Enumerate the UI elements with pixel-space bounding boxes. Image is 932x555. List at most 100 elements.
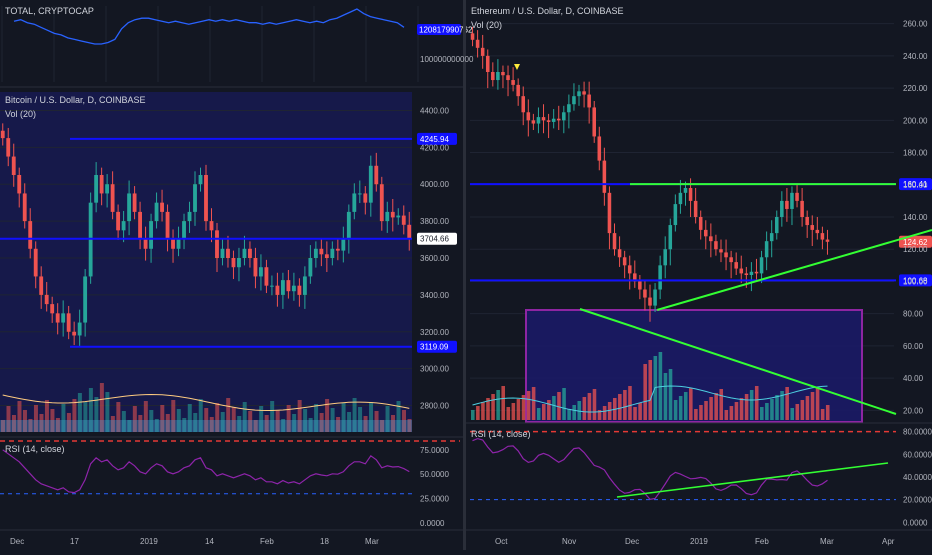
total-price-label: 120817990762 xyxy=(419,26,473,35)
eth-candle-body xyxy=(638,281,642,290)
btc-volume-bar xyxy=(391,415,396,432)
btc-candle-body xyxy=(226,248,230,258)
btc-volume-bar xyxy=(374,411,379,432)
eth-volume-bar xyxy=(486,398,490,420)
eth-candle-body xyxy=(612,233,617,250)
btc-rsi-panel: RSI (14, close) xyxy=(5,444,65,454)
btc-volume-bar xyxy=(358,407,363,432)
btc-volume-bar xyxy=(39,414,44,432)
eth-candle-body xyxy=(567,104,571,113)
eth-candle-body xyxy=(582,91,586,95)
btc-volume-bar xyxy=(325,399,330,432)
eth-candle-body xyxy=(572,96,576,105)
btc-candle-body xyxy=(110,184,115,212)
eth-candle-body xyxy=(653,289,657,306)
btc-volume-bar xyxy=(132,406,137,432)
btc-candle-body xyxy=(143,239,148,249)
btc-candle-body xyxy=(291,285,296,292)
eth-candle-body xyxy=(764,241,769,258)
eth-y-tick-label: 240.00 xyxy=(903,52,928,61)
btc-volume-bar xyxy=(165,414,170,432)
btc-volume-bar xyxy=(292,414,297,432)
eth-y-tick-label: 180.00 xyxy=(903,149,928,158)
btc-volume-bar xyxy=(72,399,77,432)
btc-candle-body xyxy=(385,211,390,222)
btc-vol-label: Vol (20) xyxy=(5,109,36,119)
btc-volume-bar xyxy=(330,408,335,432)
btc-candle-body xyxy=(66,313,71,332)
btc-candle-body xyxy=(160,202,164,212)
btc-candle-body xyxy=(116,211,121,231)
btc-y-tick-label: 3400.00 xyxy=(420,291,449,300)
btc-level-label: 4245.94 xyxy=(420,135,449,144)
eth-candle-body xyxy=(627,265,632,274)
eth-descending-trendline xyxy=(579,308,897,415)
btc-volume-bar xyxy=(407,419,412,432)
btc-y-tick-label: 3000.00 xyxy=(420,365,449,374)
eth-y-tick-label: 120.00 xyxy=(903,245,928,254)
eth-y-tick-label: 20.00 xyxy=(903,406,924,415)
eth-volume-bar xyxy=(795,404,800,420)
eth-candle-body xyxy=(815,229,820,234)
eth-x-tick-label: Oct xyxy=(495,537,508,546)
btc-candle-body xyxy=(379,184,384,222)
btc-candle-body xyxy=(341,239,346,251)
btc-x-tick-label: 2019 xyxy=(140,537,158,546)
eth-candle-body xyxy=(673,204,678,226)
eth-candle-body xyxy=(754,271,759,274)
btc-volume-bar xyxy=(220,412,225,432)
btc-candle-body xyxy=(335,248,340,251)
btc-candle-body xyxy=(0,130,5,139)
eth-volume-ma-line xyxy=(472,385,828,413)
eth-volume-bar xyxy=(749,390,754,420)
eth-volume-bar xyxy=(825,405,830,420)
eth-volume-bar xyxy=(760,407,764,420)
btc-volume-bar xyxy=(50,409,55,432)
btc-volume-bar xyxy=(242,402,247,432)
btc-candle-body xyxy=(121,221,126,231)
eth-support-trendline xyxy=(656,229,932,311)
eth-volume-bar xyxy=(536,408,541,420)
btc-y-tick-label: 4000.00 xyxy=(420,180,449,189)
btc-x-tick-label: 14 xyxy=(205,537,214,546)
btc-candle-body xyxy=(55,313,60,323)
btc-candle-body xyxy=(313,248,318,258)
eth-rsi-y-tick-label: 20.0000 xyxy=(903,496,932,505)
eth-volume-bar xyxy=(638,403,642,420)
btc-level-label: 3704.66 xyxy=(420,235,449,244)
btc-candle-body xyxy=(346,211,351,240)
btc-title: Bitcoin / U.S. Dollar, D, COINBASE xyxy=(5,95,146,105)
eth-volume-bar xyxy=(582,397,587,420)
btc-y-tick-label: 3600.00 xyxy=(420,254,449,263)
eth-rsi-title: RSI (14, close) xyxy=(471,429,531,439)
btc-candle-body xyxy=(363,193,368,203)
btc-volume-bar xyxy=(193,413,198,432)
total-price-badge xyxy=(417,24,461,35)
eth-volume-bar xyxy=(765,403,769,420)
eth-volume-bar xyxy=(739,398,744,420)
eth-volume-bar xyxy=(810,392,815,420)
btc-volume-bar xyxy=(116,402,121,432)
btc-volume-bar xyxy=(402,410,407,432)
eth-volume-bar xyxy=(775,395,779,420)
eth-volume-bar xyxy=(658,352,663,420)
btc-volume-bar xyxy=(83,402,88,432)
btc-candle-body xyxy=(209,221,214,231)
btc-volume-bar xyxy=(154,419,159,432)
btc-x-tick-label: 17 xyxy=(70,537,79,546)
btc-candle-body xyxy=(286,280,291,292)
btc-y-tick-label: 4400.00 xyxy=(420,106,449,115)
btc-candle-body xyxy=(308,258,313,277)
eth-volume-bar xyxy=(496,390,500,420)
btc-volume-bar xyxy=(396,401,401,432)
btc-candle-body xyxy=(6,138,11,157)
total-y-tick-label: 100000000000 xyxy=(420,55,474,64)
eth-volume-bar xyxy=(557,392,561,420)
eth-volume-bar xyxy=(501,386,505,420)
btc-volume-bar xyxy=(209,417,214,432)
eth-candle-body xyxy=(663,249,667,266)
eth-rsi-y-tick-label: 0.0000 xyxy=(903,518,928,527)
btc-volume-bar xyxy=(314,404,319,432)
eth-x-tick-label: Feb xyxy=(755,537,769,546)
